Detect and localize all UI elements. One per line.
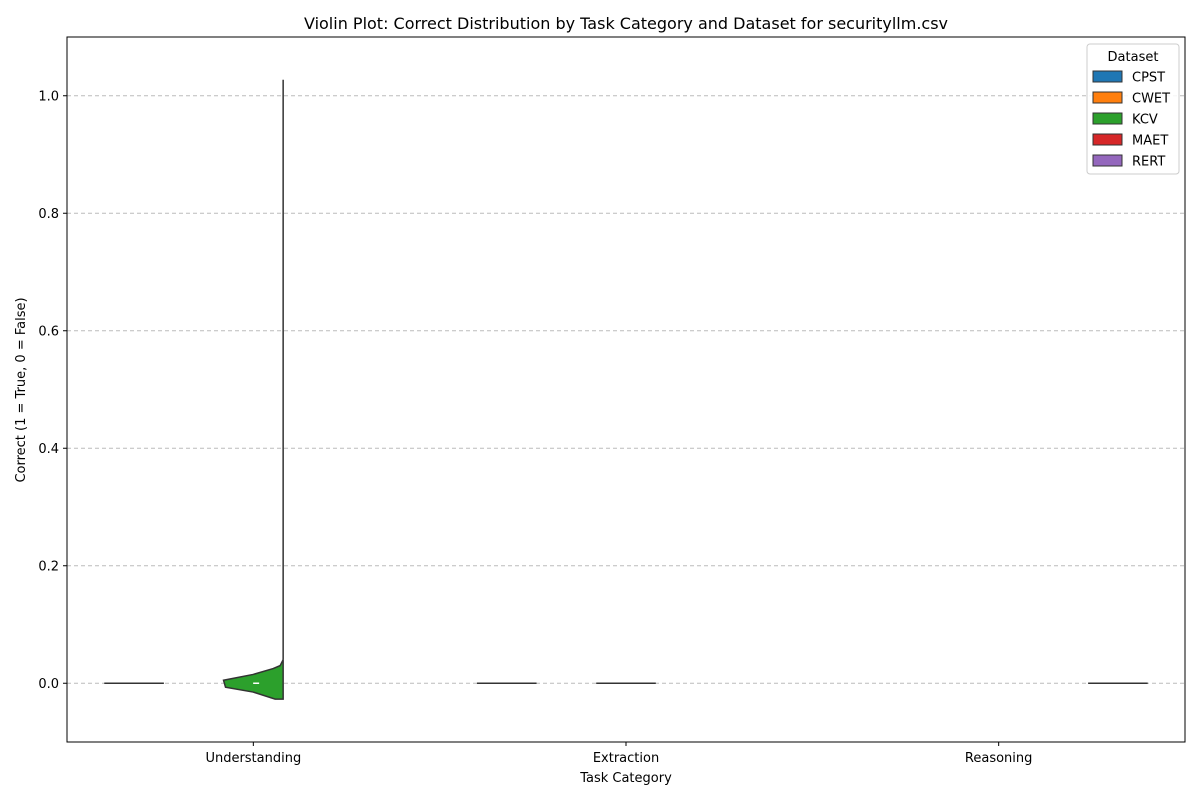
y-tick-label: 0.6 [38,324,59,339]
y-tick-label: 1.0 [38,89,59,104]
x-axis-label: Task Category [579,771,672,786]
legend-label-cwet: CWET [1132,92,1170,107]
y-axis-ticks: 0.0 0.2 0.4 0.6 0.8 1.0 [38,89,67,692]
y-tick-label: 0.0 [38,677,59,692]
y-tick-label: 0.8 [38,207,59,222]
legend-swatch-cwet [1092,91,1123,104]
y-tick-label: 0.2 [38,559,59,574]
legend-swatch-kcv [1092,112,1123,125]
x-tick-label: Understanding [205,751,301,766]
legend-label-kcv: KCV [1132,113,1158,128]
legend-label-rert: RERT [1132,155,1165,170]
violin-kcv-understanding [222,659,284,700]
x-tick-label: Reasoning [965,751,1032,766]
x-tick-label: Extraction [593,751,659,766]
chart-title: Violin Plot: Correct Distribution by Tas… [304,14,948,33]
legend-label-cpst: CPST [1132,71,1165,86]
legend-swatch-cpst [1092,70,1123,83]
grid-lines [67,95,1185,684]
legend-swatch-rert [1092,154,1123,167]
y-tick-label: 0.4 [38,442,59,457]
legend-label-maet: MAET [1132,134,1168,149]
violins [104,79,1148,700]
x-axis-ticks: Understanding Extraction Reasoning [205,742,1032,766]
legend-swatch-maet [1092,133,1123,146]
legend: Dataset CPST CWET KCV MAET RERT [1086,43,1180,175]
y-axis-label: Correct (1 = True, 0 = False) [14,297,29,482]
plot-area-frame [66,36,1186,743]
legend-title: Dataset [1108,50,1159,65]
